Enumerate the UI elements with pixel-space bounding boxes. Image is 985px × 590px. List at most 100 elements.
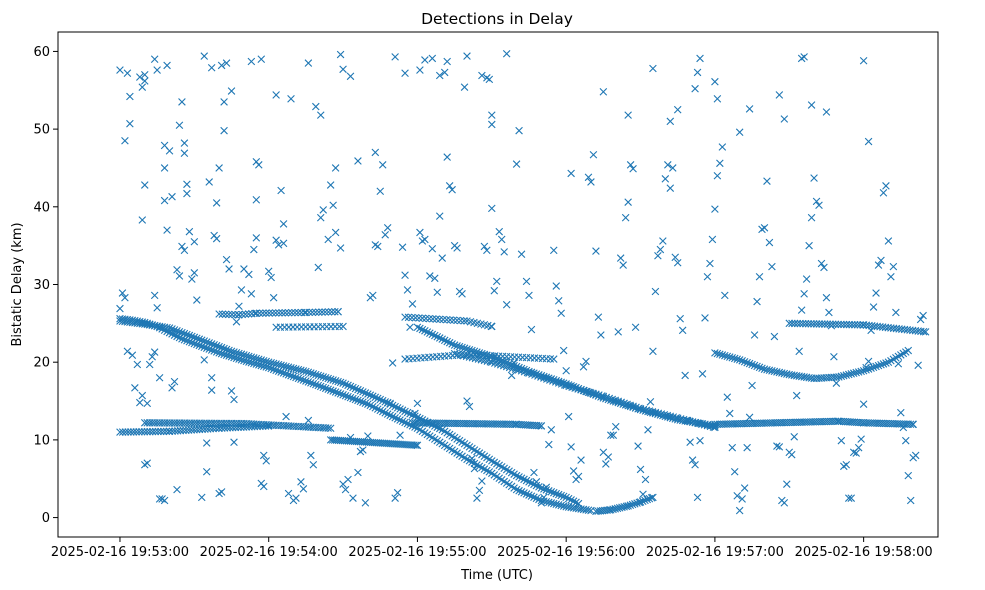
data-point [150, 55, 159, 63]
data-point [412, 441, 420, 450]
data-point [217, 349, 226, 358]
data-point [207, 373, 216, 382]
data-point [629, 164, 637, 173]
data-point [138, 391, 147, 400]
data-point [378, 396, 387, 405]
data-point [178, 335, 186, 343]
data-point [361, 389, 370, 397]
data-point [308, 308, 317, 317]
data-point [396, 431, 404, 440]
data-point [725, 409, 734, 418]
data-point [138, 427, 146, 436]
data-point [438, 254, 447, 262]
data-point [230, 438, 238, 447]
data-point [413, 323, 422, 332]
data-point [579, 363, 588, 371]
data-point [180, 139, 189, 147]
data-point [445, 182, 454, 190]
data-point [919, 327, 928, 336]
x-tick-label: 2025-02-16 19:55:00 [348, 545, 486, 560]
data-point [178, 242, 186, 251]
data-point [232, 354, 241, 363]
data-point [443, 57, 451, 66]
data-point [545, 487, 553, 495]
data-point [797, 306, 806, 314]
data-point [408, 313, 416, 322]
data-point [123, 347, 132, 356]
data-point [359, 446, 367, 454]
data-point [631, 500, 639, 508]
data-point [448, 185, 456, 194]
data-point [403, 408, 412, 417]
data-point [559, 346, 568, 355]
data-point [877, 256, 885, 265]
data-point [344, 475, 352, 484]
data-point [302, 367, 310, 376]
data-point [823, 320, 832, 328]
data-point [666, 184, 675, 192]
data-point [173, 265, 181, 274]
data-point [607, 506, 615, 514]
data-point [693, 493, 702, 502]
data-point [162, 427, 171, 436]
data-point [346, 382, 355, 391]
data-point [552, 282, 561, 290]
data-point [822, 293, 831, 302]
data-point [661, 175, 670, 183]
data-point [517, 474, 526, 482]
data-point [292, 365, 300, 373]
data-point [435, 334, 444, 342]
data-point [512, 160, 521, 168]
data-point [545, 440, 553, 449]
data-point [790, 319, 799, 328]
data-point [127, 428, 135, 436]
data-point [443, 337, 451, 346]
data-point [486, 358, 495, 366]
data-point [314, 371, 323, 380]
data-point [795, 347, 803, 356]
data-point [500, 248, 508, 256]
data-point [180, 336, 189, 344]
data-point [549, 355, 558, 363]
data-point [329, 201, 337, 210]
data-point [475, 486, 484, 495]
data-point [649, 64, 657, 73]
data-point [522, 277, 531, 286]
data-point [460, 344, 469, 352]
data-point [411, 412, 419, 420]
data-point [314, 308, 323, 316]
data-point [535, 483, 543, 491]
data-point [909, 420, 917, 429]
data-point [916, 315, 925, 324]
data-point [334, 389, 342, 397]
data-point [160, 496, 169, 505]
data-point [378, 161, 387, 169]
data-point [381, 230, 389, 239]
data-point [445, 338, 454, 347]
data-point [646, 398, 655, 406]
data-point [440, 336, 449, 345]
data-point [307, 369, 315, 377]
data-point [921, 328, 930, 336]
data-point [371, 404, 380, 412]
data-point [354, 157, 362, 165]
data-point [121, 428, 130, 436]
data-point [911, 451, 920, 460]
data-point [268, 309, 277, 317]
data-point [810, 174, 818, 182]
data-point [449, 316, 458, 324]
data-point [691, 84, 699, 93]
data-point [874, 261, 883, 269]
data-point [733, 355, 741, 363]
data-point [758, 364, 766, 373]
data-point [817, 259, 826, 268]
data-point [383, 223, 392, 232]
data-point [238, 310, 246, 319]
data-point [205, 178, 213, 186]
data-point [804, 319, 813, 328]
data-point [212, 199, 221, 207]
data-point [131, 384, 139, 392]
x-axis-label: Time (UTC) [460, 568, 533, 583]
data-point [180, 149, 189, 157]
data-point [515, 126, 523, 135]
